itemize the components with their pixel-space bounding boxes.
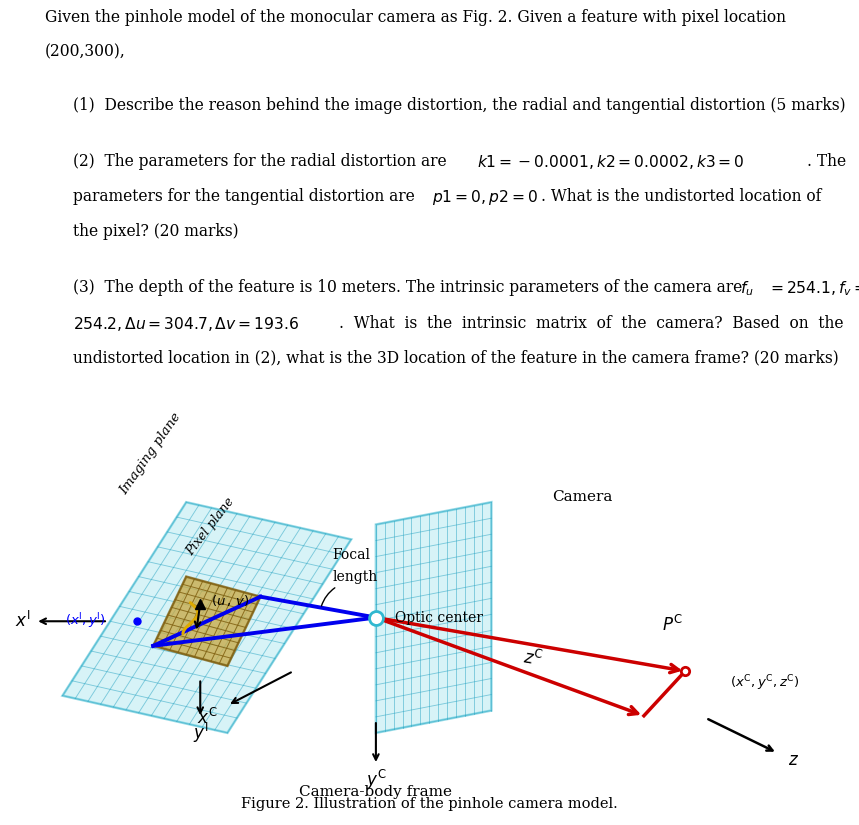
Text: . What is the undistorted location of: . What is the undistorted location of (541, 188, 821, 205)
Text: $(x^{\rm C},y^{\rm C},z^{\rm C})$: $(x^{\rm C},y^{\rm C},z^{\rm C})$ (730, 673, 800, 693)
Text: Given the pinhole model of the monocular camera as Fig. 2. Given a feature with : Given the pinhole model of the monocular… (45, 8, 786, 26)
Text: parameters for the tangential distortion are: parameters for the tangential distortion… (73, 188, 424, 205)
Text: $z$: $z$ (789, 752, 800, 769)
Text: $k1=-0.0001, k2=0.0002, k3=0$: $k1=-0.0001, k2=0.0002, k3=0$ (477, 153, 745, 171)
Text: Figure 2. Illustration of the pinhole camera model.: Figure 2. Illustration of the pinhole ca… (241, 798, 618, 811)
Text: undistorted location in (2), what is the 3D location of the feature in the camer: undistorted location in (2), what is the… (73, 350, 838, 367)
Text: length: length (332, 570, 377, 584)
Text: $y^{\rm I}$: $y^{\rm I}$ (192, 721, 208, 745)
Text: $z^{\rm C}$: $z^{\rm C}$ (521, 647, 544, 670)
Text: $p1=0, p2=0$: $p1=0, p2=0$ (432, 188, 538, 207)
Text: Imaging plane: Imaging plane (118, 410, 184, 497)
Text: . The: . The (807, 153, 847, 170)
Text: Camera-body frame: Camera-body frame (300, 785, 453, 799)
Polygon shape (153, 577, 260, 666)
Text: $x^{\rm I}$: $x^{\rm I}$ (15, 611, 31, 631)
Text: $254.2, \Delta u=304.7, \Delta v=193.6$: $254.2, \Delta u=304.7, \Delta v=193.6$ (73, 314, 299, 332)
Text: (2)  The parameters for the radial distortion are: (2) The parameters for the radial distor… (73, 153, 456, 170)
Text: $x^{\rm C}$: $x^{\rm C}$ (197, 708, 217, 728)
Text: Pixel plane: Pixel plane (185, 495, 238, 558)
Text: Optic center: Optic center (395, 610, 483, 625)
Polygon shape (63, 502, 351, 733)
Text: (200,300),: (200,300), (45, 44, 125, 61)
Text: .  What  is  the  intrinsic  matrix  of  the  camera?  Based  on  the: . What is the intrinsic matrix of the ca… (339, 314, 844, 332)
Text: $f_u$: $f_u$ (740, 280, 754, 298)
Text: $(x^{\rm I},y^{\rm I})$: $(x^{\rm I},y^{\rm I})$ (65, 611, 106, 631)
Text: (1)  Describe the reason behind the image distortion, the radial and tangential : (1) Describe the reason behind the image… (73, 97, 845, 114)
Text: Camera: Camera (551, 490, 612, 504)
Text: $P^{\rm C}$: $P^{\rm C}$ (662, 615, 683, 635)
Text: (3)  The depth of the feature is 10 meters. The intrinsic parameters of the came: (3) The depth of the feature is 10 meter… (73, 280, 752, 296)
Text: the pixel? (20 marks): the pixel? (20 marks) (73, 224, 239, 240)
Text: $= 254.1, f_v =$: $= 254.1, f_v =$ (767, 280, 859, 298)
Text: Focal: Focal (332, 548, 370, 562)
Polygon shape (376, 502, 491, 733)
Text: $y^{\rm C}$: $y^{\rm C}$ (366, 768, 387, 792)
Text: $(u\,,\,v)$: $(u\,,\,v)$ (211, 593, 249, 608)
